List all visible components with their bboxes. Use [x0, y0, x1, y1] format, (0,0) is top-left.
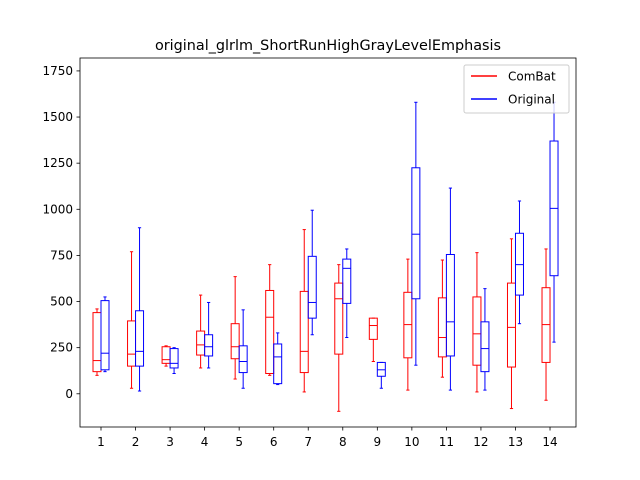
chart-title: original_glrlm_ShortRunHighGrayLevelEmph… — [155, 38, 501, 54]
legend-label-combat: ComBat — [508, 70, 556, 84]
x-tick-label: 12 — [473, 435, 488, 449]
original-box-7 — [307, 209, 317, 336]
box-iqr — [169, 348, 179, 369]
original-box-8 — [342, 248, 352, 339]
box-iqr — [127, 320, 137, 367]
x-tick-label: 8 — [339, 435, 347, 449]
box-iqr — [273, 343, 283, 385]
original-box-5 — [238, 309, 248, 389]
x-tick-label: 9 — [373, 435, 381, 449]
legend-box — [463, 64, 570, 114]
x-tick-label: 1 — [97, 435, 105, 449]
box-iqr — [238, 345, 248, 374]
box-iqr — [204, 334, 214, 357]
original-box-4 — [204, 301, 214, 369]
combat-box-5 — [230, 276, 240, 380]
original-box-2 — [135, 227, 145, 392]
combat-box-6 — [265, 264, 275, 376]
x-tick-label: 6 — [270, 435, 278, 449]
x-tick-label: 13 — [508, 435, 523, 449]
x-tick-label: 10 — [404, 435, 419, 449]
y-tick-label: 500 — [50, 295, 73, 309]
original-box-13 — [514, 200, 524, 325]
original-box-11 — [445, 187, 455, 391]
box-iqr — [135, 310, 145, 367]
box-iqr — [368, 317, 378, 340]
y-tick-label: 0 — [65, 387, 73, 401]
box-iqr — [100, 300, 110, 371]
plot-area — [92, 101, 559, 412]
original-box-12 — [480, 288, 490, 391]
combat-box-13 — [506, 238, 516, 410]
original-box-1 — [100, 296, 110, 373]
box-iqr — [472, 296, 482, 366]
y-tick-label: 250 — [50, 341, 73, 355]
box-iqr — [307, 255, 317, 319]
x-tick-label: 4 — [201, 435, 209, 449]
original-box-3 — [169, 347, 179, 374]
x-tick-label: 3 — [166, 435, 174, 449]
box-iqr — [161, 346, 171, 364]
box-iqr — [445, 253, 455, 357]
y-tick-label: 1000 — [42, 202, 73, 216]
y-tick-label: 1250 — [42, 156, 73, 170]
axes-frame — [79, 57, 577, 428]
box-iqr — [299, 290, 309, 374]
combat-box-1 — [92, 308, 102, 376]
original-box-6 — [273, 332, 283, 386]
box-iqr — [437, 297, 447, 358]
box-iqr — [342, 258, 352, 304]
combat-box-11 — [437, 259, 447, 378]
combat-box-14 — [541, 248, 551, 401]
x-tick-label: 2 — [132, 435, 140, 449]
original-box-9 — [376, 361, 386, 389]
y-tick-label: 1750 — [42, 64, 73, 78]
combat-box-4 — [196, 294, 206, 369]
box-iqr — [230, 323, 240, 360]
combat-box-12 — [472, 252, 482, 393]
x-tick-label: 14 — [542, 435, 557, 449]
combat-box-7 — [299, 229, 309, 393]
box-iqr — [196, 330, 206, 356]
box-iqr — [265, 289, 275, 374]
x-tick-label: 7 — [304, 435, 312, 449]
combat-box-2 — [127, 251, 137, 389]
legend: ComBat Original — [463, 64, 570, 114]
box-iqr — [334, 282, 344, 355]
original-box-14 — [549, 101, 559, 343]
combat-box-10 — [403, 258, 413, 391]
box-iqr — [480, 321, 490, 373]
original-box-10 — [411, 101, 421, 366]
combat-box-8 — [334, 264, 344, 412]
y-tick-label: 1500 — [42, 110, 73, 124]
combat-box-3 — [161, 345, 171, 367]
box-iqr — [411, 167, 421, 300]
y-tick-label: 750 — [50, 248, 73, 262]
legend-label-original: Original — [508, 93, 555, 107]
x-tick-label: 11 — [439, 435, 454, 449]
box-iqr — [92, 312, 102, 373]
combat-box-9 — [368, 317, 378, 363]
box-iqr — [506, 282, 516, 368]
x-tick-label: 5 — [235, 435, 243, 449]
